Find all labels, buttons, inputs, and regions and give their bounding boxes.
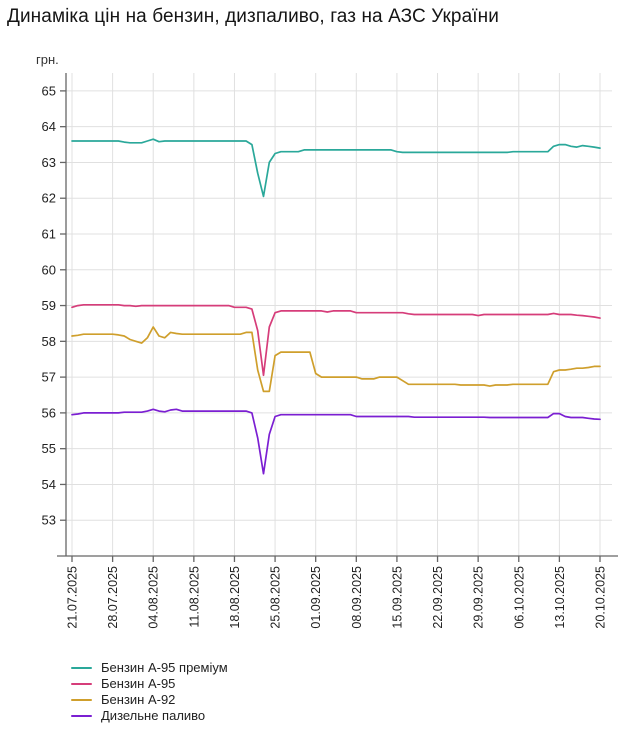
- y-tick-label: 59: [42, 298, 56, 313]
- x-tick-label: 20.10.2025: [594, 566, 608, 629]
- y-tick-label: 65: [42, 83, 56, 98]
- x-tick-label: 15.09.2025: [390, 566, 404, 629]
- legend-swatch: [71, 683, 92, 685]
- y-tick-label: 63: [42, 155, 56, 170]
- x-tick-label: 04.08.2025: [147, 566, 161, 629]
- legend: Бензин А-95 преміум Бензин А-95 Бензин А-9…: [71, 660, 228, 724]
- x-tick-label: 18.08.2025: [228, 566, 242, 629]
- legend-item: Бензин А-95 преміум: [71, 660, 228, 676]
- x-tick-label: 29.09.2025: [472, 566, 486, 629]
- x-tick-label: 13.10.2025: [553, 566, 567, 629]
- x-tick-label: 21.07.2025: [66, 566, 80, 629]
- legend-label: Дизельне паливо: [101, 708, 206, 723]
- y-tick-label: 60: [42, 262, 56, 277]
- x-tick-label: 01.09.2025: [309, 566, 323, 629]
- y-tick-label: 56: [42, 405, 56, 420]
- legend-item: Дизельне паливо: [71, 708, 228, 724]
- x-tick-label: 22.09.2025: [431, 566, 445, 629]
- y-tick-label: 64: [42, 119, 56, 134]
- legend-swatch: [71, 715, 92, 717]
- legend-swatch: [71, 667, 92, 669]
- y-tick-label: 53: [42, 513, 56, 528]
- series-line-1: [71, 303, 601, 377]
- legend-item: Бензин А-95: [71, 676, 228, 692]
- y-tick-label: 54: [42, 477, 56, 492]
- legend-item: Бензин А-92: [71, 692, 228, 708]
- y-tick-label: 58: [42, 334, 56, 349]
- series-line-0: [71, 138, 601, 198]
- series-line-2: [71, 326, 601, 393]
- y-tick-label: 62: [42, 191, 56, 206]
- legend-swatch: [71, 699, 92, 701]
- x-tick-label: 11.08.2025: [187, 566, 201, 628]
- axes: [57, 73, 618, 562]
- price-line-chart: 53 54 55 56 57 58 59 60 61 62 63 64 65 21.07.2025 28.0…: [42, 73, 618, 629]
- y-tick-label: 55: [42, 441, 56, 456]
- legend-label: Бензин А-92: [101, 692, 176, 707]
- series-line-3: [71, 408, 601, 475]
- x-tick-label: 28.07.2025: [106, 566, 120, 629]
- x-tick-label: 08.09.2025: [350, 566, 364, 629]
- y-axis-unit-label: грн.: [36, 52, 59, 67]
- legend-label: Бензин А-95: [101, 676, 176, 691]
- legend-label: Бензин А-95 преміум: [101, 660, 228, 675]
- x-tick-label: 25.08.2025: [269, 566, 283, 629]
- y-tick-label: 61: [42, 227, 56, 242]
- x-tick-label: 06.10.2025: [512, 566, 526, 629]
- chart-title: Динаміка цін на бензин, дизпаливо, газ н…: [7, 6, 499, 27]
- y-tick-label: 57: [42, 370, 56, 385]
